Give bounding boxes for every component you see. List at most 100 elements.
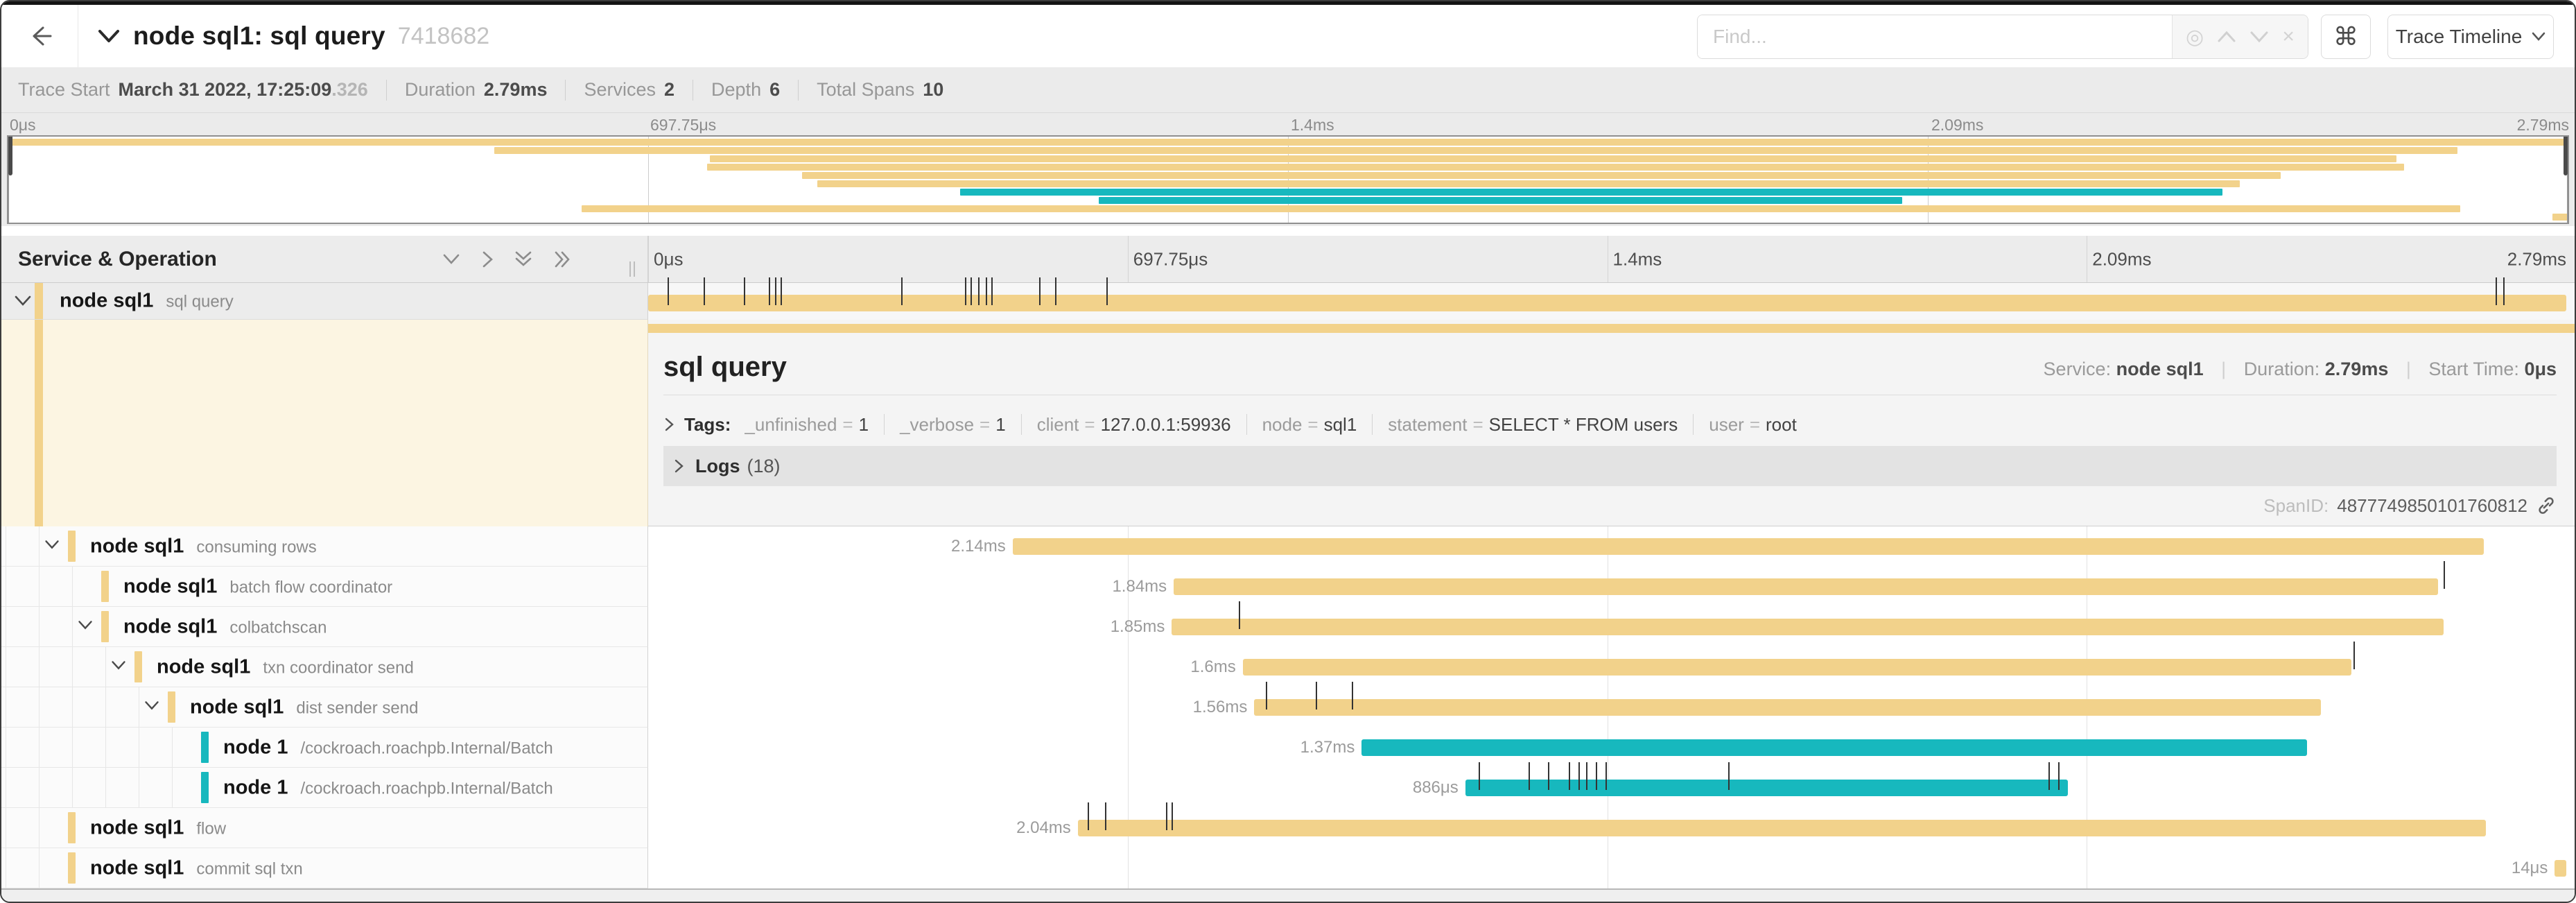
span-log-tick[interactable] bbox=[1605, 762, 1607, 790]
span-duration-bar[interactable] bbox=[1174, 578, 2438, 595]
find-clear-icon[interactable]: × bbox=[2282, 25, 2295, 48]
span-duration-bar[interactable] bbox=[648, 295, 2566, 311]
minimap-scrubber[interactable] bbox=[2567, 137, 2568, 223]
span-log-tick[interactable] bbox=[2057, 762, 2060, 790]
chevron-down-icon[interactable] bbox=[144, 700, 159, 714]
span-log-tick[interactable] bbox=[970, 277, 972, 305]
find-input[interactable] bbox=[1698, 15, 2172, 58]
span-row-tree-cell[interactable]: node sql1 colbatchscan bbox=[1, 607, 648, 647]
span-log-tick[interactable] bbox=[1039, 277, 1041, 305]
span-log-tick[interactable] bbox=[1578, 762, 1580, 790]
tags-row[interactable]: Tags: _unfinished = 1 _verbose = 1 client = 127.… bbox=[663, 409, 1797, 440]
span-row[interactable]: node sql1 txn coordinator send 1.6ms bbox=[1, 642, 2575, 687]
span-log-tick[interactable] bbox=[704, 277, 706, 305]
span-log-tick[interactable] bbox=[1315, 682, 1317, 710]
span-log-tick[interactable] bbox=[1352, 682, 1354, 710]
span-log-tick[interactable] bbox=[985, 277, 987, 305]
span-log-tick[interactable] bbox=[1087, 802, 1089, 830]
span-row[interactable]: node sql1 batch flow coordinator 1.84ms bbox=[1, 561, 2575, 607]
span-log-tick[interactable] bbox=[1239, 601, 1241, 629]
span-log-tick[interactable] bbox=[964, 277, 966, 305]
span-row-tree-cell[interactable]: node sql1 dist sender send bbox=[1, 687, 648, 728]
span-log-tick[interactable] bbox=[977, 277, 980, 305]
expand-all-icon[interactable] bbox=[553, 250, 571, 268]
span-row-tree-cell[interactable]: node sql1 flow bbox=[1, 808, 648, 848]
span-log-tick[interactable] bbox=[774, 277, 776, 305]
minimap-scrubber[interactable] bbox=[8, 137, 9, 223]
span-row[interactable]: node sql1 flow 2.04ms bbox=[1, 802, 2575, 848]
minimap-scrubber-handle[interactable] bbox=[8, 137, 12, 175]
span-log-tick[interactable] bbox=[1479, 762, 1481, 790]
span-duration-bar[interactable] bbox=[1361, 739, 2308, 756]
span-log-tick[interactable] bbox=[2353, 642, 2355, 669]
span-row-timeline-cell[interactable]: 1.56ms bbox=[648, 682, 2575, 728]
link-icon[interactable] bbox=[2536, 495, 2557, 516]
span-log-tick[interactable] bbox=[1569, 762, 1571, 790]
span-row-timeline-cell[interactable]: 1.37ms bbox=[648, 728, 2575, 768]
span-row-tree-cell[interactable]: node 1/cockroach.roachpb.Internal/Batch bbox=[1, 728, 648, 768]
trace-timeline-dropdown[interactable]: Trace Timeline bbox=[2387, 15, 2554, 59]
root-row-timeline-cell[interactable] bbox=[648, 277, 2575, 320]
span-log-tick[interactable] bbox=[2443, 561, 2445, 589]
span-log-tick[interactable] bbox=[1529, 762, 1531, 790]
span-log-tick[interactable] bbox=[1106, 277, 1108, 305]
span-row-tree-cell[interactable]: node sql1 batch flow coordinator bbox=[1, 567, 648, 607]
logs-row[interactable]: Logs (18) bbox=[663, 446, 2557, 486]
span-duration-bar[interactable] bbox=[1077, 820, 2486, 836]
minimap-canvas[interactable] bbox=[7, 135, 2569, 224]
span-row[interactable]: node sql1 dist sender send 1.56ms bbox=[1, 682, 2575, 728]
span-row-tree-cell[interactable]: node 1/cockroach.roachpb.Internal/Batch bbox=[1, 768, 648, 808]
expand-one-icon[interactable] bbox=[481, 250, 494, 268]
span-log-tick[interactable] bbox=[2048, 762, 2050, 790]
span-log-tick[interactable] bbox=[1172, 802, 1174, 830]
span-row-tree-cell[interactable]: node sql1 txn coordinator send bbox=[1, 647, 648, 687]
chevron-down-icon[interactable] bbox=[44, 539, 60, 553]
span-log-tick[interactable] bbox=[744, 277, 746, 305]
span-duration-bar[interactable] bbox=[1242, 659, 2352, 676]
span-row-timeline-cell[interactable]: 1.6ms bbox=[648, 642, 2575, 687]
span-row-timeline-cell[interactable]: 2.04ms bbox=[648, 802, 2575, 848]
span-log-tick[interactable] bbox=[991, 277, 993, 305]
span-duration-bar[interactable] bbox=[1254, 699, 2321, 716]
chevron-down-icon[interactable] bbox=[78, 619, 93, 634]
root-row-tree-cell[interactable]: node sql1 sql query bbox=[1, 283, 648, 320]
collapse-one-icon[interactable] bbox=[442, 253, 460, 266]
keyboard-shortcuts-button[interactable]: ⌘ bbox=[2321, 15, 2371, 59]
find-next-icon[interactable] bbox=[2249, 30, 2269, 44]
chevron-down-icon[interactable] bbox=[111, 660, 126, 674]
trace-title-group[interactable]: node sql1: sql query 7418682 bbox=[97, 5, 489, 67]
span-log-tick[interactable] bbox=[667, 277, 669, 305]
span-row[interactable]: node sql1 colbatchscan 1.85ms bbox=[1, 601, 2575, 647]
span-row-tree-cell[interactable]: node sql1 commit sql txn bbox=[1, 848, 648, 888]
span-log-tick[interactable] bbox=[1586, 762, 1588, 790]
span-row-timeline-cell[interactable]: 2.14ms bbox=[648, 526, 2575, 567]
back-button[interactable] bbox=[1, 5, 78, 67]
span-row[interactable]: node sql1 consuming rows 2.14ms bbox=[1, 526, 2575, 567]
find-prev-icon[interactable] bbox=[2217, 30, 2236, 44]
span-log-tick[interactable] bbox=[1104, 802, 1106, 830]
span-log-tick[interactable] bbox=[780, 277, 782, 305]
span-log-tick[interactable] bbox=[769, 277, 771, 305]
span-duration-bar[interactable] bbox=[1465, 780, 2068, 796]
span-row[interactable]: node 1/cockroach.roachpb.Internal/Batch 8… bbox=[1, 762, 2575, 808]
span-duration-bar[interactable] bbox=[2555, 860, 2566, 877]
span-row-tree-cell[interactable]: node sql1 consuming rows bbox=[1, 526, 648, 567]
find-match-target-icon[interactable]: ◎ bbox=[2186, 25, 2204, 49]
span-log-tick[interactable] bbox=[1054, 277, 1056, 305]
collapse-all-icon[interactable] bbox=[514, 250, 532, 268]
minimap-scrubber-handle[interactable] bbox=[2564, 137, 2568, 175]
chevron-down-icon[interactable] bbox=[14, 295, 32, 307]
span-log-tick[interactable] bbox=[1547, 762, 1549, 790]
span-row-root[interactable]: node sql1 sql query bbox=[1, 277, 2575, 320]
span-duration-bar[interactable] bbox=[1172, 619, 2444, 635]
span-row-timeline-cell[interactable]: 14μs bbox=[648, 848, 2575, 888]
span-log-tick[interactable] bbox=[2495, 277, 2497, 305]
span-log-tick[interactable] bbox=[1265, 682, 1267, 710]
span-log-tick[interactable] bbox=[1595, 762, 1597, 790]
span-log-tick[interactable] bbox=[901, 277, 903, 305]
span-row-timeline-cell[interactable]: 1.85ms bbox=[648, 601, 2575, 647]
span-duration-bar[interactable] bbox=[1012, 538, 2484, 555]
span-log-tick[interactable] bbox=[1728, 762, 1730, 790]
span-row[interactable]: node sql1 commit sql txn 14μs bbox=[1, 848, 2575, 888]
span-row-timeline-cell[interactable]: 1.84ms bbox=[648, 561, 2575, 607]
